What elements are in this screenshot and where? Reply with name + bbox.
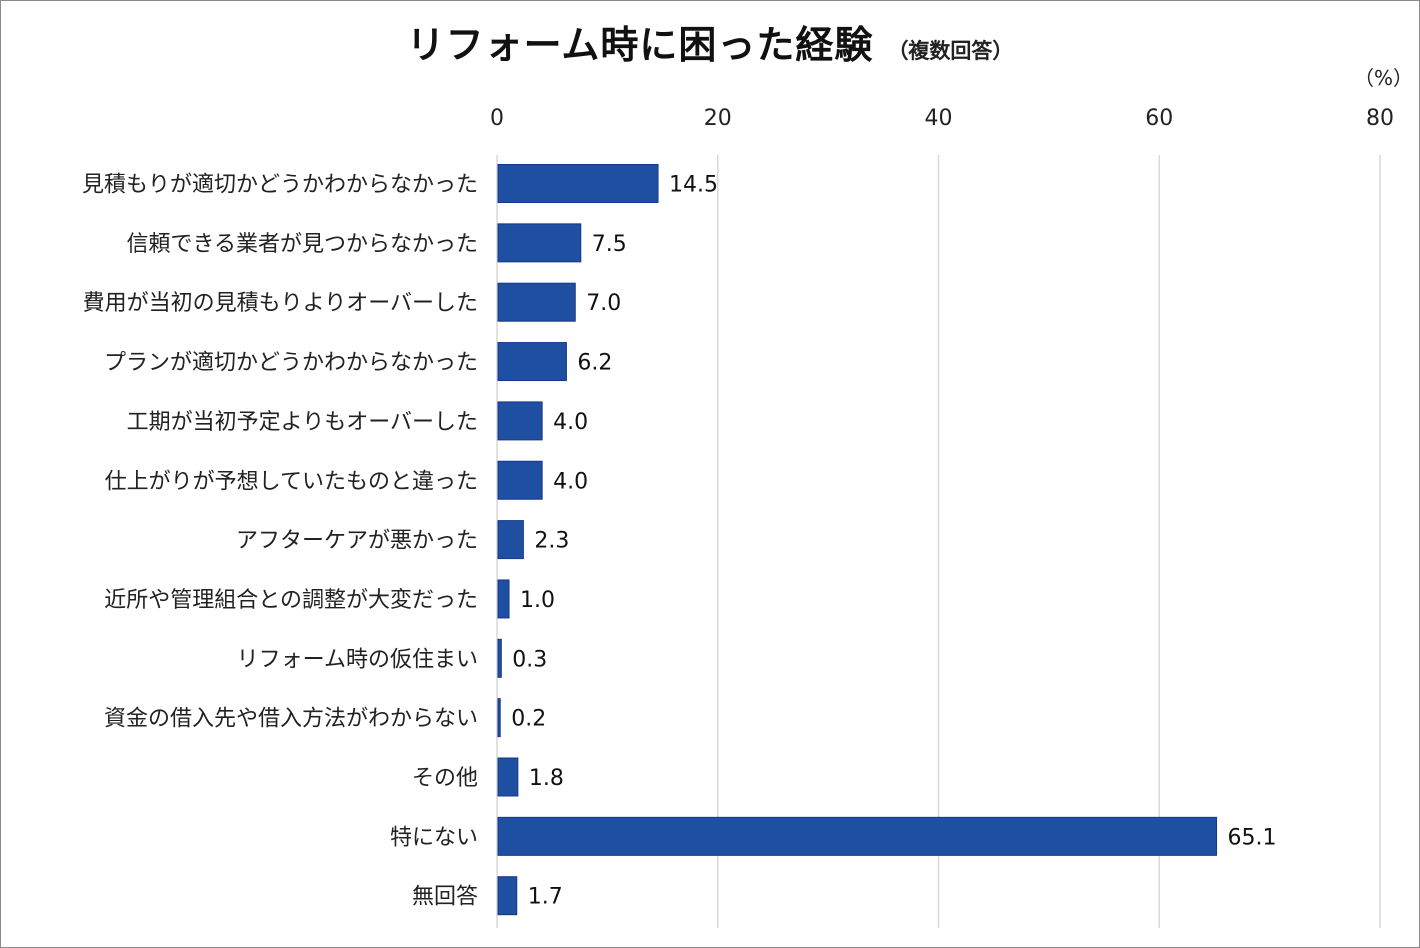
- bar: [497, 638, 502, 678]
- category-label: 無回答: [412, 885, 478, 910]
- bar: [497, 401, 543, 441]
- x-tick-label: 20: [704, 106, 732, 131]
- bar: [497, 816, 1218, 856]
- bar: [497, 698, 501, 738]
- category-label: プランが適切かどうかわからなかった: [104, 351, 478, 376]
- data-label: 1.0: [520, 588, 555, 613]
- category-label: リフォーム時の仮住まい: [237, 647, 478, 672]
- category-label: その他: [412, 766, 478, 791]
- bar: [497, 460, 543, 500]
- bar: [497, 223, 582, 263]
- x-tick-label: 0: [490, 106, 504, 131]
- x-tick-label: 80: [1366, 106, 1394, 131]
- bar: [497, 876, 518, 916]
- data-label: 0.2: [511, 707, 546, 732]
- unit-label: （%）: [1354, 66, 1414, 90]
- chart-title: リフォーム時に困った経験: [406, 23, 874, 67]
- data-label: 1.8: [529, 766, 564, 791]
- category-label: 仕上がりが予想していたものと違った: [105, 469, 478, 494]
- data-label: 7.0: [586, 291, 621, 316]
- category-label: 近所や管理組合との調整が大変だった: [104, 588, 478, 613]
- x-tick-label: 60: [1145, 106, 1173, 131]
- chart-subtitle: （複数回答）: [887, 39, 1014, 63]
- data-label: 0.3: [512, 647, 547, 672]
- data-label: 4.0: [553, 410, 588, 435]
- data-label: 2.3: [534, 529, 569, 554]
- bar: [497, 520, 524, 560]
- category-label: アフターケアが悪かった: [236, 529, 478, 554]
- data-label: 4.0: [553, 469, 588, 494]
- category-label: 費用が当初の見積もりよりオーバーした: [83, 291, 478, 316]
- chart-title-block: リフォーム時に困った経験 （複数回答）: [0, 14, 1420, 69]
- data-label: 7.5: [592, 232, 627, 257]
- category-label: 工期が当初予定よりもオーバーした: [127, 410, 478, 435]
- x-tick-label: 40: [925, 106, 953, 131]
- data-label: 1.7: [528, 885, 563, 910]
- category-label: 資金の借入先や借入方法がわからない: [104, 707, 478, 732]
- bar: [497, 282, 576, 322]
- bar: [497, 579, 510, 619]
- bar: [497, 164, 659, 203]
- data-label: 65.1: [1228, 825, 1277, 850]
- bar: [497, 342, 567, 382]
- data-label: 14.5: [669, 173, 718, 198]
- category-label: 特にない: [390, 825, 478, 850]
- data-label: 6.2: [577, 351, 612, 376]
- category-label: 信頼できる業者が見つからなかった: [126, 232, 478, 257]
- category-label: 見積もりが適切かどうかわからなかった: [82, 173, 478, 198]
- bar: [497, 757, 519, 797]
